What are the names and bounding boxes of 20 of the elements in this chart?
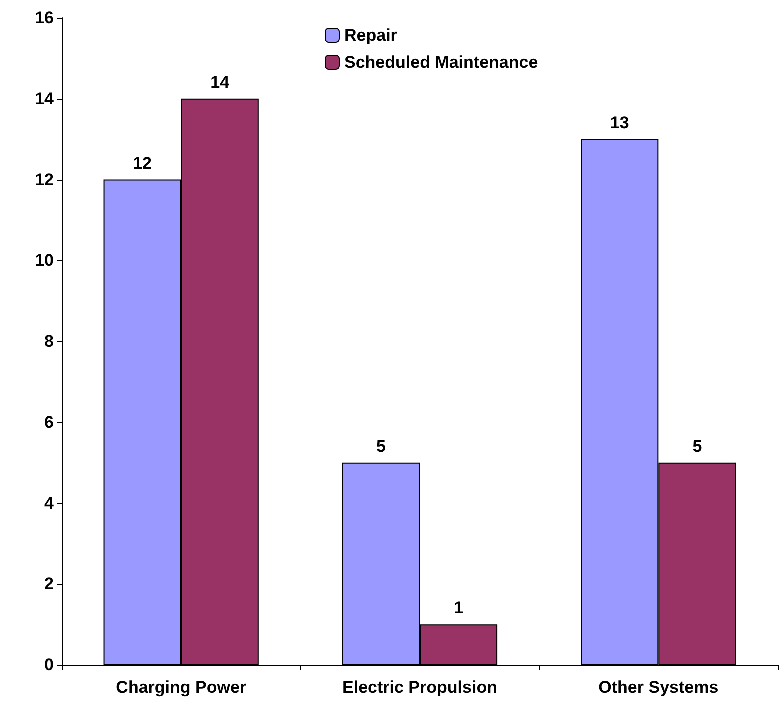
x-tick-label: Charging Power xyxy=(116,678,247,697)
data-label: 5 xyxy=(376,436,386,456)
y-tick-label: 14 xyxy=(35,89,55,108)
y-tick-label: 6 xyxy=(44,412,54,432)
data-label: 12 xyxy=(133,154,152,173)
y-tick-label: 10 xyxy=(35,251,54,270)
y-tick-label: 0 xyxy=(44,656,54,674)
data-label: 5 xyxy=(692,436,702,456)
y-tick-label: 2 xyxy=(44,574,54,594)
y-tick-label: 8 xyxy=(44,332,54,351)
x-tick-label: Other Systems xyxy=(598,678,719,697)
legend-label: Repair xyxy=(344,26,398,45)
y-tick-label: 16 xyxy=(35,8,54,28)
data-label: 1 xyxy=(454,598,464,618)
y-tick-label: 4 xyxy=(44,494,55,513)
x-tick-label: Electric Propulsion xyxy=(342,678,498,697)
data-label: 14 xyxy=(210,72,230,92)
data-label: 13 xyxy=(610,113,630,132)
legend-label: Scheduled Maintenance xyxy=(344,53,538,72)
y-tick-label: 12 xyxy=(35,170,54,190)
